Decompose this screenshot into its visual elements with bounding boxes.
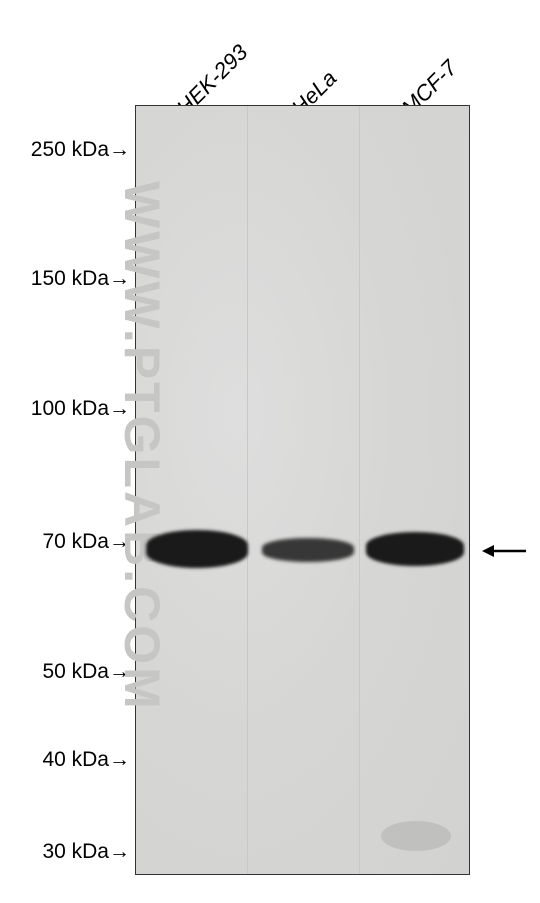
- arrow-icon: →: [109, 530, 130, 554]
- lane-divider-1: [247, 106, 248, 874]
- mw-marker-250: 250 kDa→: [31, 138, 130, 162]
- mw-marker-100: 100 kDa→: [31, 397, 130, 421]
- band-indicator-arrow: [482, 536, 527, 568]
- mw-marker-70: 70 kDa→: [42, 530, 130, 554]
- arrow-icon: →: [109, 840, 130, 864]
- mw-marker-40: 40 kDa→: [42, 748, 130, 772]
- blot-membrane: WWW.PTGLAB.COM: [135, 105, 470, 875]
- mw-marker-30: 30 kDa→: [42, 840, 130, 864]
- protein-band-lane2: [262, 538, 354, 562]
- arrow-icon: →: [109, 267, 130, 291]
- protein-band-lane3: [366, 532, 464, 566]
- western-blot-figure: HEK-293 HeLa MCF-7 250 kDa→ 150 kDa→ 100…: [0, 0, 540, 903]
- mw-marker-50: 50 kDa→: [42, 660, 130, 684]
- lane-divider-2: [359, 106, 360, 874]
- mw-marker-150: 150 kDa→: [31, 267, 130, 291]
- background-smudge: [381, 821, 451, 851]
- arrow-icon: →: [109, 138, 130, 162]
- arrow-icon: →: [109, 660, 130, 684]
- protein-band-lane1: [146, 530, 248, 568]
- arrow-left-icon: [482, 541, 527, 561]
- arrow-icon: →: [109, 748, 130, 772]
- membrane-background: [136, 106, 469, 874]
- arrow-icon: →: [109, 397, 130, 421]
